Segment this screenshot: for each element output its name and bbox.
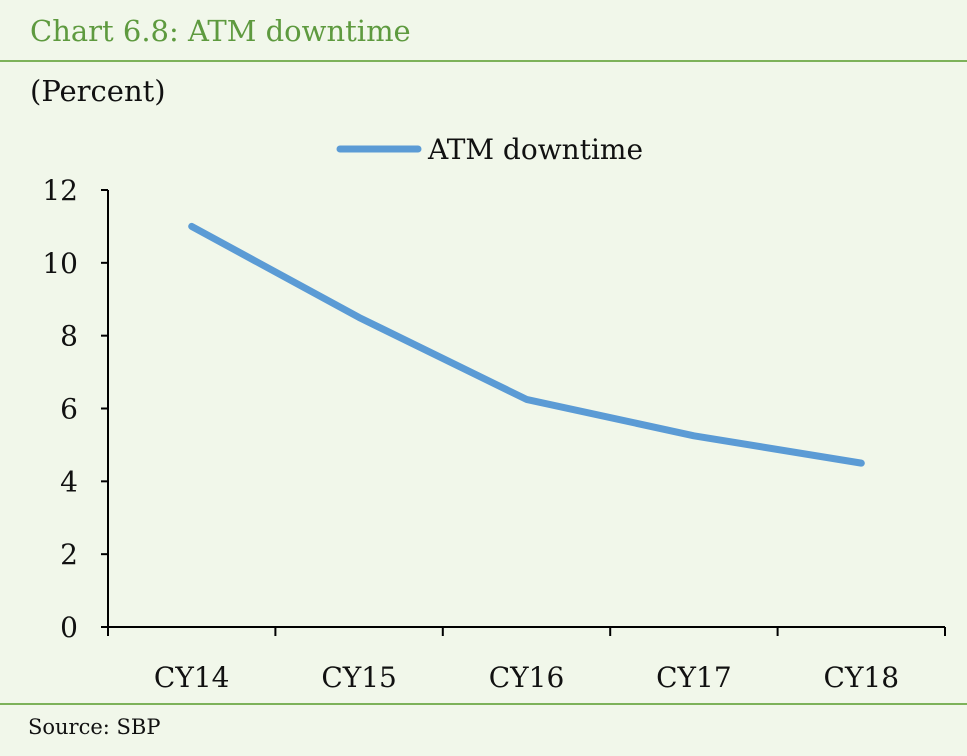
y-tick-label: 0: [60, 611, 78, 644]
axes: [107, 190, 945, 628]
x-tick-label: CY18: [824, 661, 900, 694]
y-tick-label: 6: [60, 393, 78, 426]
x-tick-label: CY16: [489, 661, 565, 694]
x-tick-label: CY17: [656, 661, 732, 694]
series-line-atm-downtime: [188, 222, 865, 467]
y-tick-label: 12: [42, 174, 78, 207]
ticks: 0 2 4 6 8 10 12 CY14 CY15 CY16 CY17 CY18: [42, 174, 946, 694]
y-tick-label: 2: [60, 538, 78, 571]
unit-label: (Percent): [30, 74, 166, 108]
legend: ATM downtime: [336, 133, 643, 166]
y-tick-label: 8: [60, 320, 78, 353]
chart-title: Chart 6.8: ATM downtime: [30, 14, 411, 48]
line-chart: 0 2 4 6 8 10 12 CY14 CY15 CY16 CY17 CY18 ATM downti…: [42, 133, 946, 694]
source-note: Source: SBP: [28, 715, 161, 739]
title-divider: [0, 60, 967, 62]
y-tick-label: 10: [42, 247, 78, 280]
x-tick-label: CY15: [321, 661, 397, 694]
legend-label: ATM downtime: [427, 133, 643, 166]
x-tick-label: CY14: [154, 661, 230, 694]
footer-divider: [0, 703, 967, 705]
series-layer: [188, 222, 865, 467]
y-tick-label: 4: [60, 465, 78, 498]
